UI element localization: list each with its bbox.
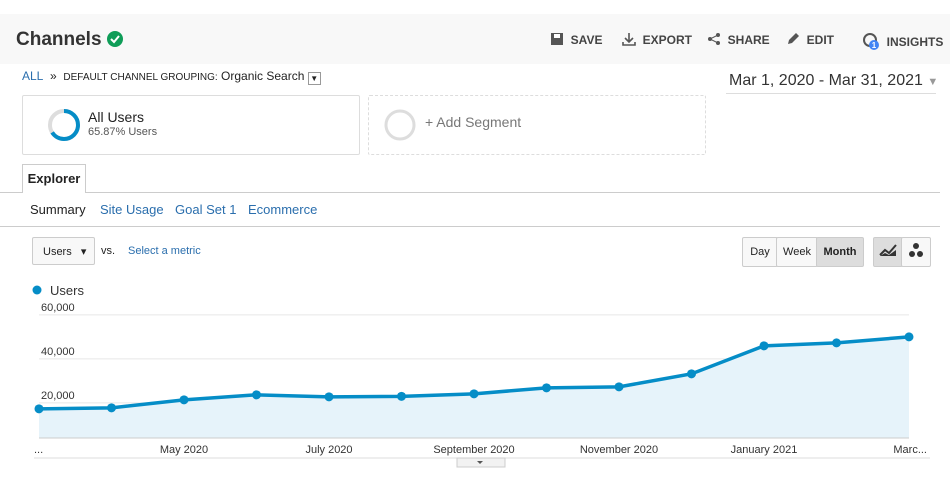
segment-detail: 65.87% Users	[88, 126, 158, 138]
point	[687, 369, 696, 379]
point	[34, 404, 44, 414]
subtab[interactable]: Site Usage	[100, 202, 164, 217]
action-label: EXPORT	[642, 33, 693, 47]
x-tick-label: Marc...	[893, 444, 927, 456]
vs-text: vs.	[101, 245, 116, 257]
period-button[interactable]: Day	[742, 237, 778, 267]
add-segment[interactable]: + Add Segment	[368, 95, 706, 155]
point	[107, 403, 116, 413]
dropdown[interactable]: ▼	[307, 72, 321, 85]
save-button[interactable]: SAVE	[550, 32, 602, 47]
y-tick-label: 40,000	[41, 346, 75, 358]
badge: 1	[872, 41, 877, 50]
action-label: EDIT	[806, 33, 835, 47]
area	[39, 336, 909, 438]
verified-icon	[106, 31, 123, 47]
metric-dropdown[interactable]: Users ▾	[32, 237, 95, 265]
subtab[interactable]: Summary	[30, 202, 86, 217]
point	[904, 332, 914, 342]
point	[252, 390, 261, 400]
crumb-sep: »	[50, 69, 57, 83]
period-button[interactable]: Week	[776, 237, 818, 267]
crumb-all[interactable]: ALL	[22, 69, 44, 83]
x-tick-label: May 2020	[160, 444, 208, 456]
x-tick-label: November 2020	[580, 444, 658, 456]
edit-button[interactable]: EDIT	[786, 32, 834, 47]
breadcrumb: ALL » DEFAULT CHANNEL GROUPING: Organic …	[22, 69, 321, 85]
insights-button[interactable]: 1 INSIGHTS	[862, 32, 943, 50]
y-tick-label: 20,000	[41, 390, 75, 402]
crumb-value: Organic Search	[221, 69, 305, 83]
legend-marker	[32, 285, 42, 295]
title-text: Channels	[16, 29, 102, 50]
motion-chart-toggle[interactable]	[901, 237, 931, 267]
action-label: SAVE	[570, 33, 603, 47]
y-tick-label: 60,000	[41, 302, 75, 314]
select-metric[interactable]: Select a metric	[128, 245, 201, 257]
point	[397, 391, 406, 401]
crumb-grouping: DEFAULT CHANNEL GROUPING:	[63, 72, 218, 83]
point	[324, 392, 334, 402]
tab[interactable]: Explorer	[22, 164, 86, 193]
subtab[interactable]: Goal Set 1	[175, 202, 237, 217]
share-button[interactable]: SHARE	[707, 32, 770, 47]
subtab[interactable]: Ecommerce	[248, 202, 318, 217]
point	[759, 341, 769, 351]
metric-text: Users	[43, 246, 72, 258]
segment-card[interactable]: All Users 65.87% Users	[22, 95, 360, 155]
legend-label: Users	[50, 283, 84, 298]
point	[542, 383, 551, 393]
x-tick-label: January 2021	[731, 444, 798, 456]
page-title: Channels	[16, 29, 123, 51]
add-segment-text: + Add Segment	[425, 114, 522, 130]
x-tick-label: ...	[34, 444, 43, 456]
point	[469, 389, 479, 399]
segment-name: All Users	[88, 109, 145, 125]
point	[179, 395, 189, 405]
export-button[interactable]: EXPORT	[622, 32, 692, 47]
x-tick-label: September 2020	[433, 444, 514, 456]
point	[832, 338, 841, 348]
x-tick-label: July 2020	[305, 444, 352, 456]
period-button[interactable]: Month	[816, 237, 864, 267]
date-picker[interactable]: Mar 1, 2020 - Mar 31, 2021 ▼	[729, 72, 939, 89]
point	[614, 382, 624, 392]
action-label: INSIGHTS	[886, 35, 944, 49]
date-text: Mar 1, 2020 - Mar 31, 2021	[729, 72, 923, 89]
action-label: SHARE	[727, 33, 770, 47]
scroll-arrow	[477, 461, 483, 464]
